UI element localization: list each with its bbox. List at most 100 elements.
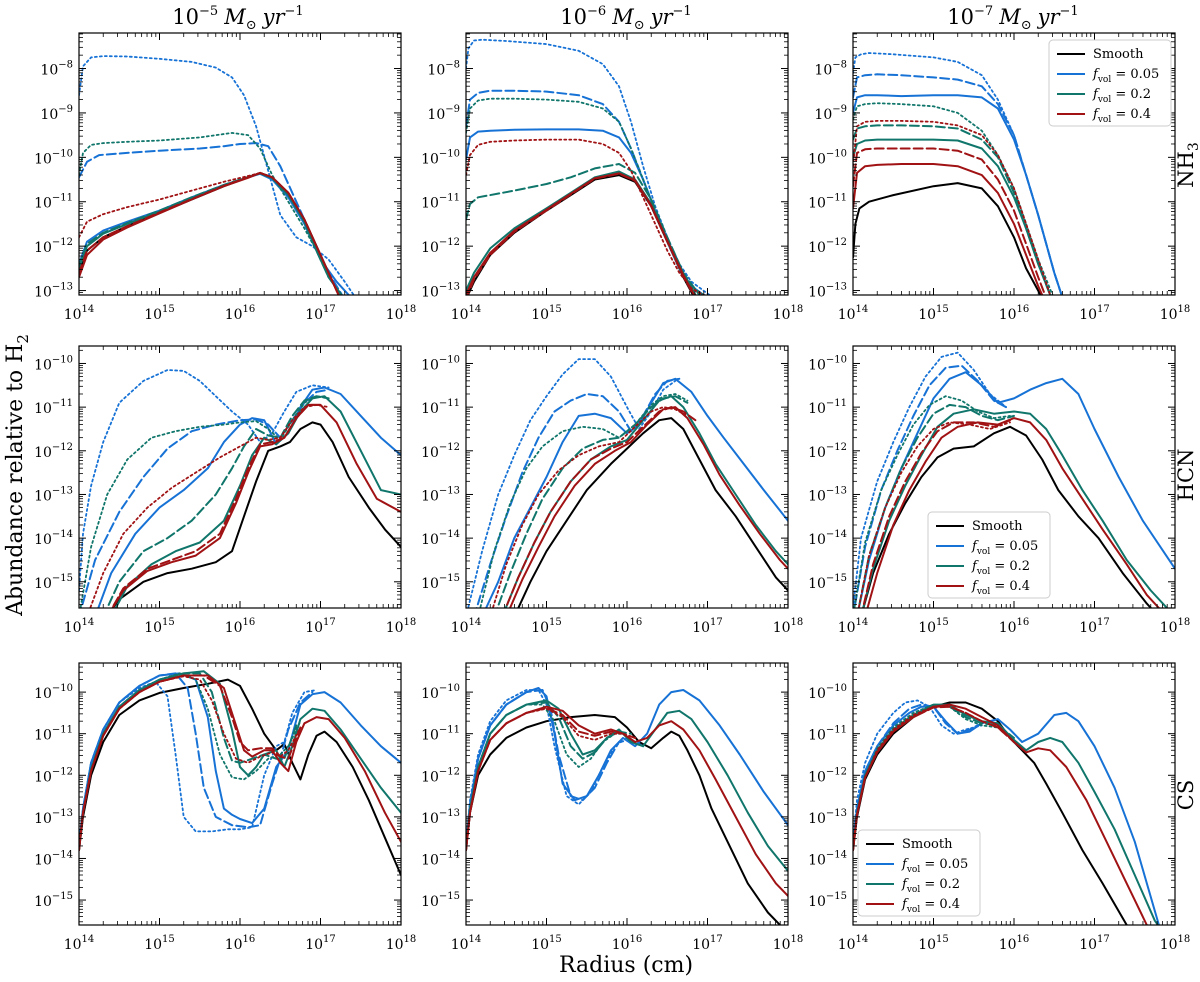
legend-box	[857, 829, 981, 917]
series-line-dashed	[853, 124, 1052, 295]
series-line-dashed	[853, 147, 1047, 295]
y-tick-label: 10−12	[34, 237, 73, 256]
y-tick-label: 10−8	[427, 60, 460, 79]
y-tick-label: 10−13	[808, 485, 847, 504]
y-tick-label: 10−10	[808, 683, 847, 702]
panel-frame	[78, 345, 402, 609]
panel-r1-c1: 1014 1015 1016 1017 1018 10−15 10−14 10−13 10−12…	[421, 345, 804, 636]
legend-1: Smooth fvol = 0.05 fvol = 0.2 fvol = 0.4	[927, 511, 1051, 599]
y-tick-label: 10−12	[421, 442, 460, 461]
series-line-dotted	[466, 689, 644, 847]
legend-box	[1048, 39, 1172, 127]
x-tick-label: 1014	[451, 617, 482, 636]
x-tick-label: 1014	[838, 304, 869, 323]
series-line-dotted	[853, 705, 1015, 851]
y-tick-label: 10−15	[808, 891, 847, 910]
legend-label: Smooth	[1093, 47, 1144, 62]
series-line-solid	[853, 138, 1052, 295]
row-label-nh3: NH3	[1174, 142, 1200, 188]
x-tick-label: 1016	[612, 617, 643, 636]
y-tick-label: 10−9	[40, 104, 73, 123]
series-line-dotted	[79, 680, 318, 847]
x-tick-label: 1017	[305, 934, 336, 953]
y-tick-label: 10−13	[421, 282, 460, 301]
series-line-solid	[504, 395, 788, 608]
legend-2: Smooth fvol = 0.05 fvol = 0.2 fvol = 0.4	[857, 829, 981, 917]
x-tick-label: 1017	[1079, 304, 1110, 323]
panel-r0-c1: 1014 1015 1016 1017 1018 10−13 10−12 10−11 10−10…	[421, 32, 804, 323]
legend-label: fvol = 0.2	[971, 559, 1030, 577]
x-tick-label: 1017	[1079, 617, 1110, 636]
y-tick-label: 10−12	[421, 237, 460, 256]
x-tick-label: 1017	[1079, 934, 1110, 953]
y-tick-label: 10−10	[808, 148, 847, 167]
y-tick-label: 10−11	[808, 725, 847, 744]
x-tick-label: 1015	[918, 304, 949, 323]
y-tick-label: 10−14	[34, 849, 73, 868]
x-tick-label: 1014	[838, 617, 869, 636]
series-line-solid	[517, 417, 788, 608]
series-line-solid	[853, 182, 1042, 295]
series-line-dashed	[466, 172, 695, 295]
legend-label: fvol = 0.2	[1092, 87, 1151, 105]
y-tick-label: 10−12	[808, 766, 847, 785]
series-line-solid	[466, 128, 707, 295]
y-tick-label: 10−13	[421, 485, 460, 504]
y-tick-label: 10−8	[40, 60, 73, 79]
legend-label: fvol = 0.4	[901, 897, 960, 915]
legend-box	[927, 511, 1051, 599]
series-group	[466, 38, 712, 295]
series-line-dotted	[853, 102, 1054, 295]
series-group	[79, 369, 401, 608]
legend-label: Smooth	[902, 837, 953, 852]
y-tick-label: 10−11	[34, 725, 73, 744]
panel-r0-c2: 1014 1015 1016 1017 1018 10−13 10−12 10−11 10−10…	[808, 32, 1190, 323]
x-tick-label: 1018	[773, 304, 804, 323]
x-tick-label: 1014	[64, 617, 95, 636]
x-tick-label: 1018	[773, 934, 804, 953]
x-tick-label: 1018	[773, 617, 804, 636]
legend-0: Smooth fvol = 0.05 fvol = 0.2 fvol = 0.4	[1048, 39, 1172, 127]
series-line-dotted	[466, 97, 707, 295]
y-tick-label: 10−12	[808, 237, 847, 256]
y-tick-label: 10−11	[421, 398, 460, 417]
y-tick-label: 10−8	[814, 60, 847, 79]
series-line-dotted	[79, 131, 343, 295]
y-tick-label: 10−15	[34, 573, 73, 592]
series-line-dotted	[491, 406, 689, 608]
series-line-solid	[111, 403, 401, 608]
series-line-dotted	[89, 403, 330, 608]
series-line-solid	[466, 172, 696, 295]
series-line-solid	[853, 163, 1044, 295]
x-tick-label: 1017	[305, 617, 336, 636]
series-line-dotted	[853, 120, 1052, 295]
panel-r1-c2: 1014 1015 1016 1017 1018 10−15 10−14 10−13 10−12…	[808, 345, 1190, 636]
x-tick-label: 1016	[225, 617, 256, 636]
y-tick-label: 10−11	[808, 398, 847, 417]
y-tick-label: 10−14	[808, 529, 847, 548]
series-line-dotted	[79, 369, 330, 592]
series-line-solid	[508, 406, 788, 608]
series-line-dotted	[479, 393, 689, 608]
x-tick-label: 1015	[144, 934, 175, 953]
panel-grid: 1014 1015 1016 1017 1018 10−13 10−12 10−11 10−10…	[34, 32, 1190, 953]
legend-label: fvol = 0.05	[971, 539, 1038, 557]
x-tick-label: 1015	[531, 934, 562, 953]
series-group	[467, 358, 788, 608]
series-line-solid	[862, 408, 1169, 608]
series-line-dotted	[853, 699, 983, 843]
y-tick-label: 10−14	[421, 529, 460, 548]
series-line-dashed	[106, 395, 330, 608]
y-tick-label: 10−9	[427, 104, 460, 123]
y-tick-label: 10−10	[34, 683, 73, 702]
series-line-dotted	[466, 703, 628, 851]
y-tick-label: 10−10	[34, 148, 73, 167]
x-tick-label: 1016	[225, 304, 256, 323]
series-group	[853, 351, 1175, 608]
series-line-dashed	[853, 703, 983, 847]
y-tick-label: 10−12	[421, 766, 460, 785]
y-tick-label: 10−11	[421, 725, 460, 744]
x-tick-label: 1014	[838, 934, 869, 953]
x-tick-label: 1017	[692, 934, 723, 953]
column-title-1e-7: 10−7 M⊙ yr−1	[947, 4, 1078, 33]
